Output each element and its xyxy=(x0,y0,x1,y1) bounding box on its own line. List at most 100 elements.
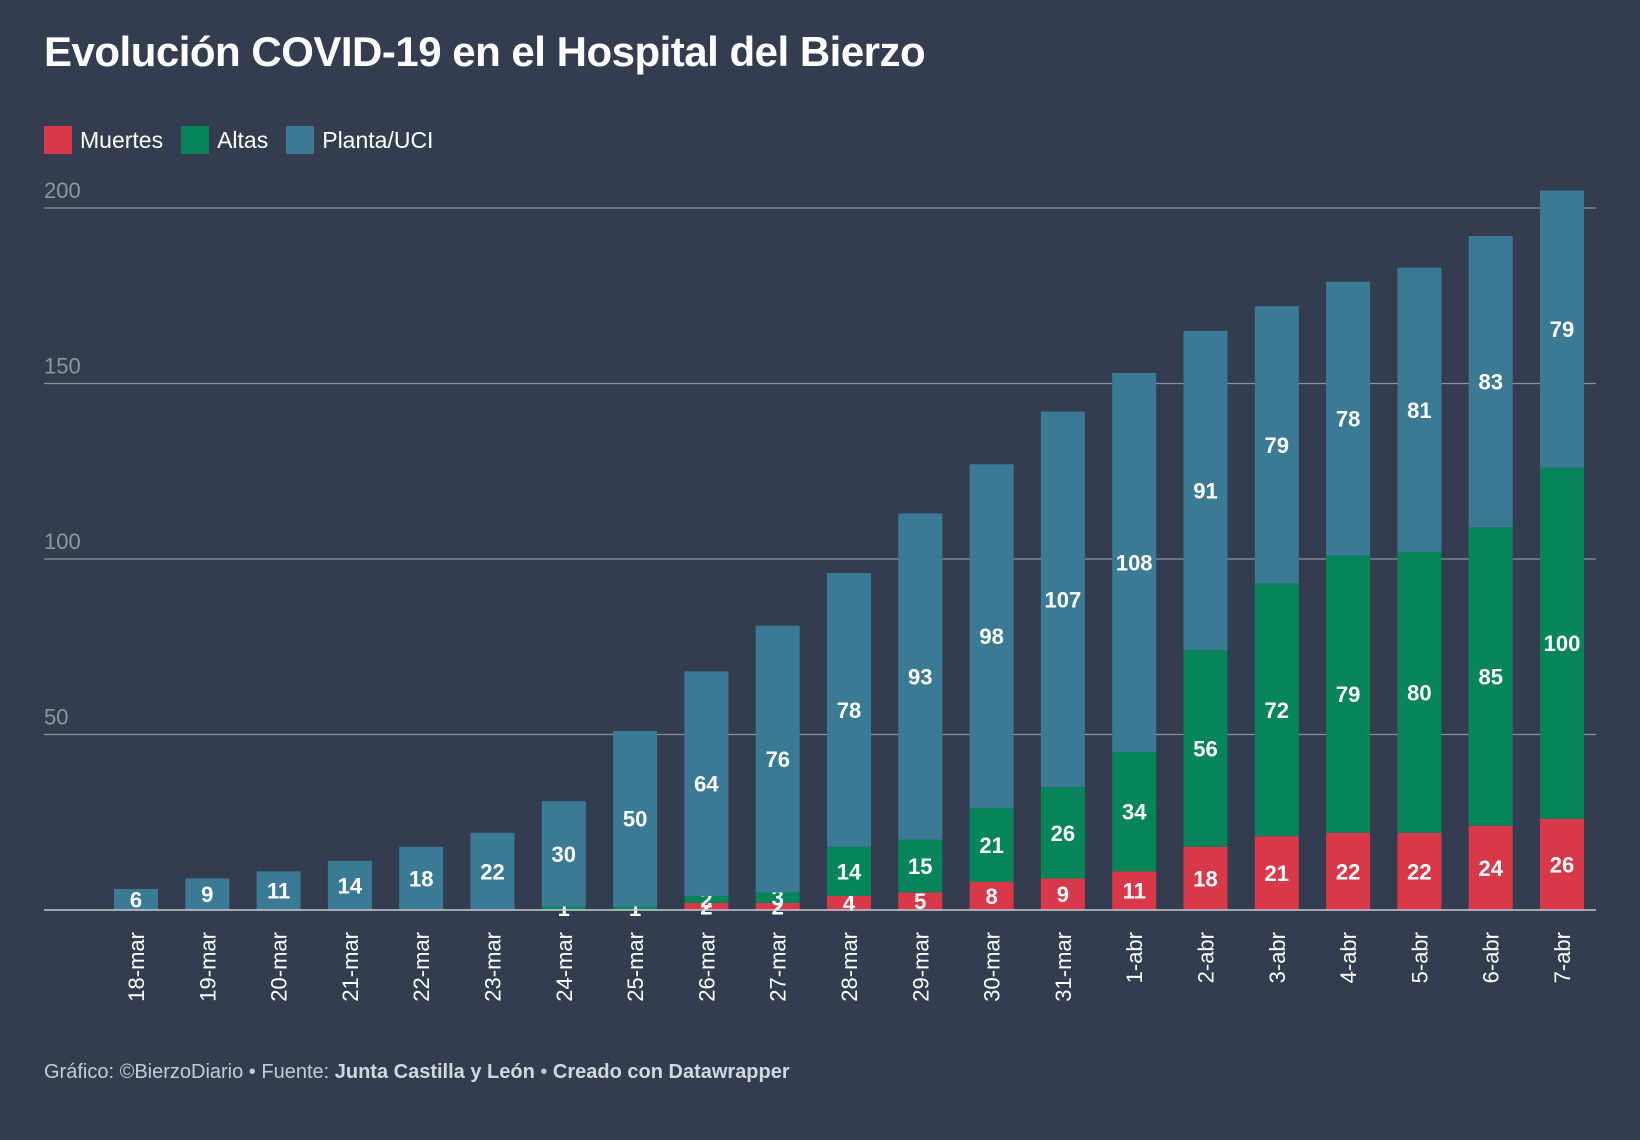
legend-label-muertes: Muertes xyxy=(80,126,164,153)
x-tick-label-18-mar: 18-mar xyxy=(124,932,149,1002)
bar-muertes-6-abr xyxy=(1468,825,1513,910)
x-tick-label-6-abr: 6-abr xyxy=(1479,932,1504,983)
bar-planta-uci-4-abr xyxy=(1326,281,1371,556)
bar-muertes-3-abr xyxy=(1254,836,1299,910)
legend-swatch-altas xyxy=(181,126,210,154)
x-tick-label-20-mar: 20-mar xyxy=(267,932,292,1002)
legend-item-planta-uci: Planta/UCI xyxy=(286,126,433,154)
x-tick-label-27-mar: 27-mar xyxy=(766,932,791,1002)
data-label-planta-uci-1-abr: 108 xyxy=(1116,551,1153,576)
bar-altas-28-mar xyxy=(827,846,871,896)
bar-planta-uci-19-mar xyxy=(185,878,230,910)
data-label-planta-uci-21-mar: 14 xyxy=(338,873,363,898)
bar-altas-25-mar xyxy=(613,906,658,910)
y-tick-label-100: 100 xyxy=(44,529,81,554)
data-label-altas-4-abr: 79 xyxy=(1336,682,1360,707)
bar-altas-7-abr xyxy=(1540,467,1584,819)
chart-title: Evolución COVID-19 en el Hospital del Bi… xyxy=(44,28,926,75)
data-label-planta-uci-25-mar: 50 xyxy=(623,807,647,832)
legend-swatch-planta-uci xyxy=(286,126,315,154)
bar-muertes-2-abr xyxy=(1183,846,1228,910)
x-tick-label-21-mar: 21-mar xyxy=(338,932,363,1002)
data-label-planta-uci-23-mar: 22 xyxy=(480,859,504,884)
data-label-altas-6-abr: 85 xyxy=(1478,665,1502,690)
bar-planta-uci-22-mar xyxy=(399,846,444,910)
data-label-muertes-1-abr: 11 xyxy=(1123,879,1146,904)
bar-planta-uci-26-mar xyxy=(684,671,729,896)
bar-altas-27-mar xyxy=(755,892,800,903)
x-tick-label-29-mar: 29-mar xyxy=(908,932,933,1002)
data-label-planta-uci-5-abr: 81 xyxy=(1407,398,1431,423)
bar-planta-uci-2-abr xyxy=(1183,330,1228,651)
bar-muertes-31-mar xyxy=(1040,878,1085,910)
bar-muertes-28-mar xyxy=(827,895,871,910)
bar-altas-24-mar xyxy=(541,906,586,910)
data-label-altas-30-mar: 21 xyxy=(979,833,1003,858)
bar-planta-uci-29-mar xyxy=(898,513,943,840)
x-tick-label-3-abr: 3-abr xyxy=(1265,932,1290,983)
data-label-altas-5-abr: 80 xyxy=(1407,680,1431,705)
bar-altas-30-mar xyxy=(969,808,1014,882)
data-label-altas-1-abr: 34 xyxy=(1122,800,1147,825)
data-label-muertes-30-mar: 8 xyxy=(985,884,997,909)
x-tick-label-22-mar: 22-mar xyxy=(409,932,434,1002)
bar-muertes-4-abr xyxy=(1326,832,1371,910)
bar-planta-uci-24-mar xyxy=(541,801,586,907)
x-tick-label-30-mar: 30-mar xyxy=(980,932,1005,1002)
data-label-muertes-31-mar: 9 xyxy=(1057,882,1069,907)
x-tick-label-25-mar: 25-mar xyxy=(623,932,648,1002)
x-tick-label-4-abr: 4-abr xyxy=(1336,932,1361,983)
data-label-planta-uci-22-mar: 18 xyxy=(409,866,433,891)
legend-swatch-muertes xyxy=(44,126,72,154)
footer-source: Junta Castilla y León xyxy=(334,1061,535,1083)
data-label-planta-uci-4-abr: 78 xyxy=(1336,407,1360,432)
bar-altas-2-abr xyxy=(1183,650,1228,847)
data-label-planta-uci-19-mar: 9 xyxy=(201,882,213,907)
bar-muertes-29-mar xyxy=(898,892,943,910)
bar-planta-uci-20-mar xyxy=(256,871,301,910)
x-tick-label-5-abr: 5-abr xyxy=(1407,932,1432,983)
bar-muertes-26-mar xyxy=(684,902,729,910)
bar-planta-uci-1-abr xyxy=(1112,372,1157,753)
data-label-muertes-4-abr: 22 xyxy=(1336,859,1360,884)
bar-planta-uci-31-mar xyxy=(1040,411,1085,788)
legend-label-altas: Altas xyxy=(217,126,269,153)
data-label-altas-7-abr: 100 xyxy=(1544,631,1581,656)
bar-altas-1-abr xyxy=(1112,752,1157,872)
data-label-planta-uci-6-abr: 83 xyxy=(1478,370,1502,395)
x-tick-label-31-mar: 31-mar xyxy=(1051,932,1076,1002)
footer-separator: • xyxy=(534,1061,553,1083)
bar-muertes-27-mar xyxy=(755,902,800,910)
bar-altas-31-mar xyxy=(1040,787,1085,879)
bar-planta-uci-27-mar xyxy=(755,625,800,893)
x-tick-label-19-mar: 19-mar xyxy=(195,932,220,1002)
footer-credit: Gráfico: ©BierzoDiario • Fuente: xyxy=(44,1061,335,1083)
legend-item-altas: Altas xyxy=(181,126,268,154)
data-label-muertes-29-mar: 5 xyxy=(914,889,926,914)
chart-legend: Muertes Altas Planta/UCI xyxy=(44,126,433,154)
bar-planta-uci-3-abr xyxy=(1254,306,1299,584)
bar-planta-uci-6-abr xyxy=(1468,236,1513,528)
bar-altas-4-abr xyxy=(1326,555,1371,833)
data-label-altas-31-mar: 26 xyxy=(1051,821,1075,846)
bar-planta-uci-5-abr xyxy=(1397,267,1442,552)
bar-planta-uci-21-mar xyxy=(327,860,372,910)
data-label-altas-28-mar: 14 xyxy=(837,859,862,884)
bar-muertes-1-abr xyxy=(1112,871,1157,910)
data-label-planta-uci-31-mar: 107 xyxy=(1045,587,1082,612)
bar-muertes-30-mar xyxy=(969,881,1014,910)
data-label-muertes-7-abr: 26 xyxy=(1550,852,1574,877)
data-label-planta-uci-28-mar: 78 xyxy=(837,698,861,723)
x-tick-label-2-abr: 2-abr xyxy=(1194,932,1219,983)
bar-altas-26-mar xyxy=(684,895,729,903)
data-label-planta-uci-24-mar: 30 xyxy=(552,842,576,867)
bar-planta-uci-18-mar xyxy=(114,888,158,910)
bar-muertes-5-abr xyxy=(1397,832,1442,910)
bar-altas-6-abr xyxy=(1468,527,1513,826)
chart-footer: Gráfico: ©BierzoDiario • Fuente: Junta C… xyxy=(44,1061,790,1084)
bar-altas-3-abr xyxy=(1254,583,1299,837)
bar-planta-uci-7-abr xyxy=(1540,190,1584,468)
footer-created-with: Creado con Datawrapper xyxy=(552,1061,790,1083)
bar-muertes-7-abr xyxy=(1540,818,1584,910)
